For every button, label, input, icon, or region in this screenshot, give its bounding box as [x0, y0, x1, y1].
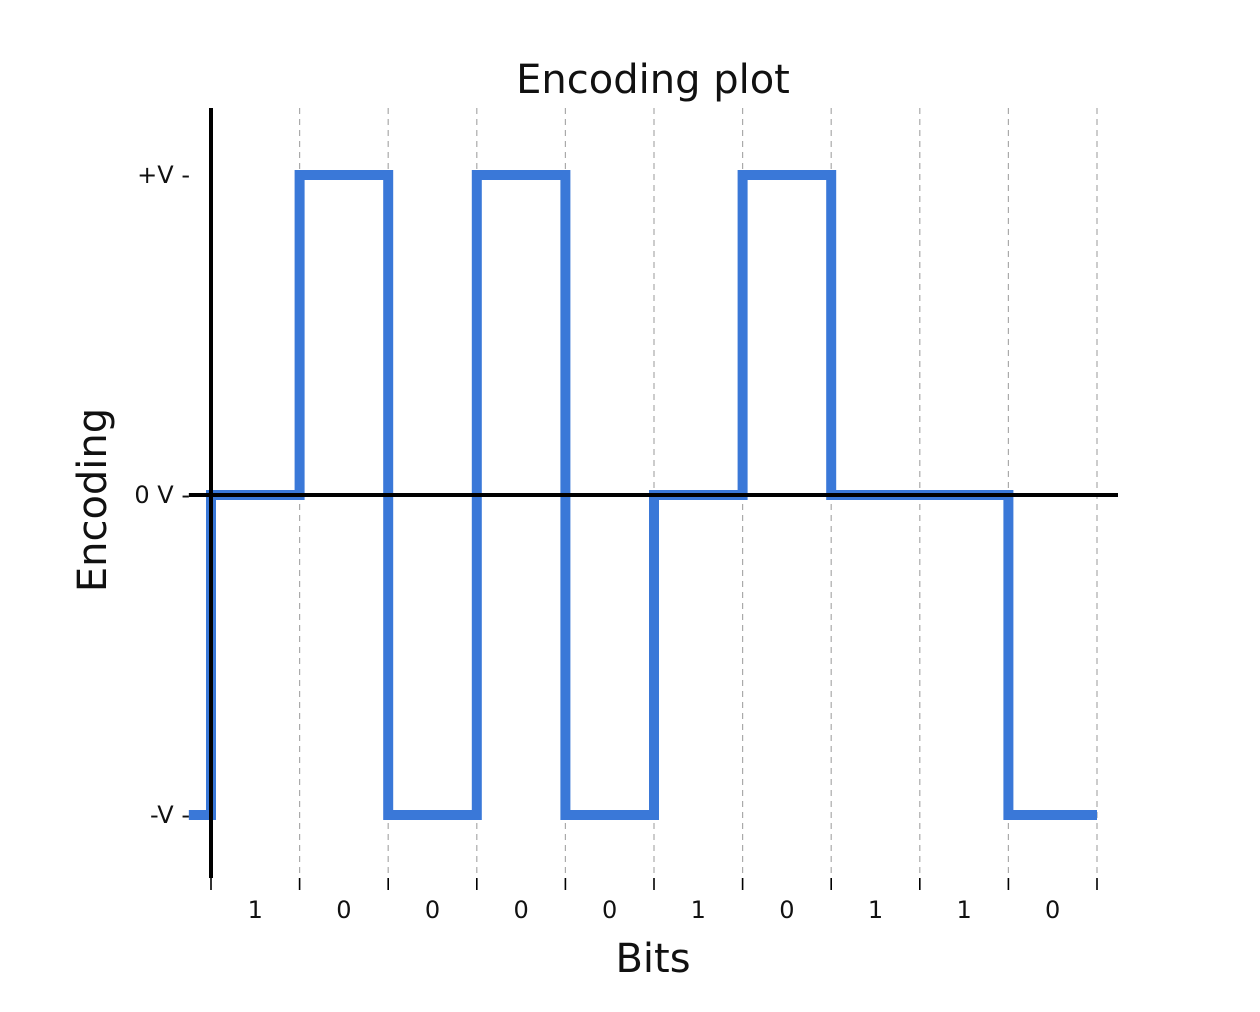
bit-label: 0 [425, 896, 440, 924]
x-tick-layer: 1 0 0 0 0 1 0 1 1 0 [210, 878, 1098, 924]
bit-label: 1 [868, 896, 883, 924]
bit-label: 0 [513, 896, 528, 924]
axes-layer [188, 108, 1118, 878]
bit-label: 0 [779, 896, 794, 924]
x-axis-label: Bits [615, 936, 690, 982]
bit-label: 1 [691, 896, 706, 924]
chart-title: Encoding plot [516, 57, 790, 103]
bit-label: 0 [336, 896, 351, 924]
y-tick-label: -V - [150, 801, 190, 829]
y-axis-label: Encoding [70, 408, 116, 592]
bit-label: 1 [248, 896, 263, 924]
y-tick-layer: +V - 0 V - -V - [134, 161, 190, 829]
bit-label: 0 [1045, 896, 1060, 924]
bit-label: 1 [956, 896, 971, 924]
bit-label: 0 [602, 896, 617, 924]
y-tick-label: +V - [137, 161, 190, 189]
y-tick-label: 0 V - [134, 481, 190, 509]
